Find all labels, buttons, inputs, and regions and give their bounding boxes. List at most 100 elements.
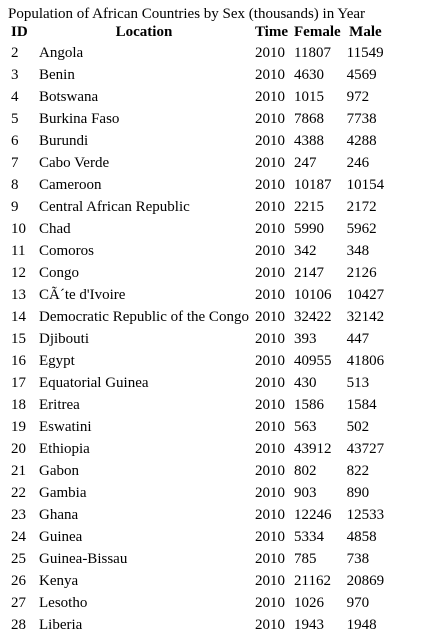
cell-id: 3	[9, 64, 35, 86]
cell-id: 25	[9, 548, 35, 570]
cell-id: 8	[9, 174, 35, 196]
cell-id: 13	[9, 284, 35, 306]
cell-id: 21	[9, 460, 35, 482]
cell-male: 348	[345, 240, 387, 262]
table-row: 10 Chad 2010 5990 5962	[9, 218, 386, 240]
cell-time: 2010	[253, 130, 290, 152]
cell-time: 2010	[253, 306, 290, 328]
cell-female: 12246	[292, 504, 343, 526]
cell-id: 9	[9, 196, 35, 218]
cell-id: 5	[9, 108, 35, 130]
table-row: 6 Burundi 2010 4388 4288	[9, 130, 386, 152]
table-title: Population of African Countries by Sex (…	[0, 0, 423, 23]
table-row: 9 Central African Republic 2010 2215 2172	[9, 196, 386, 218]
cell-female: 785	[292, 548, 343, 570]
cell-female: 2147	[292, 262, 343, 284]
cell-male: 4569	[345, 64, 387, 86]
cell-female: 5334	[292, 526, 343, 548]
cell-location: Ghana	[37, 504, 251, 526]
header-male: Male	[345, 23, 387, 42]
cell-id: 7	[9, 152, 35, 174]
cell-location: Kenya	[37, 570, 251, 592]
table-row: 21 Gabon 2010 802 822	[9, 460, 386, 482]
cell-female: 1015	[292, 86, 343, 108]
cell-male: 738	[345, 548, 387, 570]
header-row: ID Location Time Female Male	[9, 23, 386, 42]
table-row: 28 Liberia 2010 1943 1948	[9, 614, 386, 636]
population-table: ID Location Time Female Male 2 Angola 2010…	[7, 23, 388, 636]
cell-female: 7868	[292, 108, 343, 130]
table-row: 7 Cabo Verde 2010 247 246	[9, 152, 386, 174]
cell-id: 28	[9, 614, 35, 636]
cell-female: 2215	[292, 196, 343, 218]
cell-male: 246	[345, 152, 387, 174]
cell-location: Gambia	[37, 482, 251, 504]
table-row: 18 Eritrea 2010 1586 1584	[9, 394, 386, 416]
cell-time: 2010	[253, 218, 290, 240]
cell-male: 447	[345, 328, 387, 350]
table-row: 11 Comoros 2010 342 348	[9, 240, 386, 262]
cell-time: 2010	[253, 350, 290, 372]
cell-time: 2010	[253, 328, 290, 350]
cell-location: Congo	[37, 262, 251, 284]
cell-male: 1584	[345, 394, 387, 416]
cell-male: 502	[345, 416, 387, 438]
cell-female: 4630	[292, 64, 343, 86]
cell-time: 2010	[253, 570, 290, 592]
cell-female: 393	[292, 328, 343, 350]
cell-location: Guinea-Bissau	[37, 548, 251, 570]
cell-time: 2010	[253, 548, 290, 570]
cell-female: 1943	[292, 614, 343, 636]
table-row: 13 CÃ´te d'Ivoire 2010 10106 10427	[9, 284, 386, 306]
cell-location: CÃ´te d'Ivoire	[37, 284, 251, 306]
cell-time: 2010	[253, 394, 290, 416]
cell-location: Cabo Verde	[37, 152, 251, 174]
table-row: 25 Guinea-Bissau 2010 785 738	[9, 548, 386, 570]
cell-id: 24	[9, 526, 35, 548]
header-female: Female	[292, 23, 343, 42]
table-row: 19 Eswatini 2010 563 502	[9, 416, 386, 438]
table-row: 4 Botswana 2010 1015 972	[9, 86, 386, 108]
table-row: 8 Cameroon 2010 10187 10154	[9, 174, 386, 196]
cell-time: 2010	[253, 438, 290, 460]
cell-id: 27	[9, 592, 35, 614]
cell-location: Burundi	[37, 130, 251, 152]
cell-location: Lesotho	[37, 592, 251, 614]
table-row: 5 Burkina Faso 2010 7868 7738	[9, 108, 386, 130]
header-id: ID	[9, 23, 35, 42]
cell-id: 16	[9, 350, 35, 372]
cell-male: 1948	[345, 614, 387, 636]
cell-male: 10427	[345, 284, 387, 306]
cell-male: 43727	[345, 438, 387, 460]
cell-location: Chad	[37, 218, 251, 240]
cell-location: Eritrea	[37, 394, 251, 416]
cell-location: Democratic Republic of the Congo	[37, 306, 251, 328]
table-row: 27 Lesotho 2010 1026 970	[9, 592, 386, 614]
cell-id: 11	[9, 240, 35, 262]
table-row: 22 Gambia 2010 903 890	[9, 482, 386, 504]
cell-time: 2010	[253, 152, 290, 174]
header-time: Time	[253, 23, 290, 42]
cell-female: 21162	[292, 570, 343, 592]
cell-male: 972	[345, 86, 387, 108]
cell-id: 22	[9, 482, 35, 504]
cell-location: Comoros	[37, 240, 251, 262]
cell-time: 2010	[253, 460, 290, 482]
cell-male: 12533	[345, 504, 387, 526]
cell-id: 15	[9, 328, 35, 350]
cell-id: 6	[9, 130, 35, 152]
cell-male: 32142	[345, 306, 387, 328]
cell-female: 1586	[292, 394, 343, 416]
cell-female: 903	[292, 482, 343, 504]
cell-id: 12	[9, 262, 35, 284]
cell-location: Eswatini	[37, 416, 251, 438]
table-row: 2 Angola 2010 11807 11549	[9, 42, 386, 64]
cell-id: 14	[9, 306, 35, 328]
cell-id: 23	[9, 504, 35, 526]
cell-time: 2010	[253, 64, 290, 86]
cell-male: 7738	[345, 108, 387, 130]
table-row: 12 Congo 2010 2147 2126	[9, 262, 386, 284]
cell-male: 11549	[345, 42, 387, 64]
table-row: 20 Ethiopia 2010 43912 43727	[9, 438, 386, 460]
